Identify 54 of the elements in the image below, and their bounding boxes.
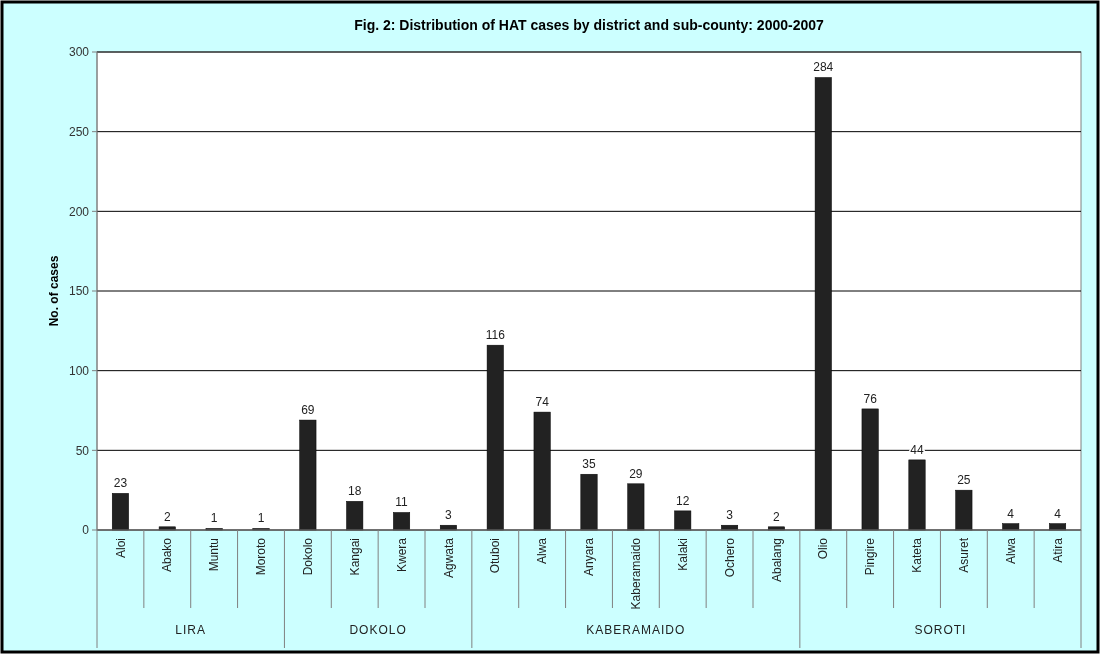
x-tick-label: Asuret bbox=[957, 537, 972, 573]
x-tick-label: Aloi bbox=[113, 538, 128, 559]
x-tick-label: Abako bbox=[160, 537, 175, 573]
x-tick-label: Kalaki bbox=[675, 538, 690, 571]
y-tick-label: 50 bbox=[75, 443, 90, 458]
x-tick-label: Abalang bbox=[769, 538, 784, 583]
data-label: 116 bbox=[485, 328, 506, 343]
data-label: 2 bbox=[773, 509, 781, 524]
y-tick-label: 200 bbox=[68, 204, 90, 219]
y-tick-label: 250 bbox=[68, 124, 90, 139]
data-label: 284 bbox=[813, 60, 834, 75]
y-axis-title: No. of cases bbox=[47, 255, 61, 327]
data-label: 12 bbox=[676, 493, 690, 508]
x-tick-label: Kangai bbox=[347, 538, 362, 576]
data-label: 11 bbox=[395, 495, 409, 510]
y-tick-label: 0 bbox=[82, 523, 90, 538]
data-label: 4 bbox=[1007, 506, 1015, 521]
x-tick-label: Olio bbox=[816, 537, 831, 560]
x-tick-label: Otuboi bbox=[488, 538, 503, 574]
data-label: 4 bbox=[1054, 506, 1062, 521]
data-label: 18 bbox=[348, 484, 362, 499]
text: KABERAMAIDO bbox=[586, 623, 686, 638]
text: LIRA bbox=[175, 623, 207, 638]
data-label: 74 bbox=[535, 395, 550, 410]
data-label: 2 bbox=[163, 509, 171, 524]
x-tick-label: Pingire bbox=[863, 537, 878, 576]
y-tick-label: 100 bbox=[68, 363, 90, 378]
x-tick-label: Ochero bbox=[722, 537, 737, 578]
text: DOKOLO bbox=[349, 623, 407, 638]
data-label: 69 bbox=[301, 403, 315, 418]
x-tick-label: Atira bbox=[1050, 537, 1065, 563]
x-tick-label: Kaberamaido bbox=[629, 537, 644, 610]
x-tick-label: Alwa bbox=[1003, 537, 1018, 565]
x-tick-label: Kateta bbox=[910, 537, 925, 573]
data-label: 3 bbox=[445, 508, 453, 523]
data-label: 23 bbox=[113, 476, 128, 491]
text: SOROTI bbox=[914, 623, 967, 638]
x-tick-label: Kwera bbox=[394, 537, 409, 573]
data-label: 1 bbox=[257, 511, 265, 526]
data-label: 29 bbox=[629, 466, 643, 481]
chart-title: Fig. 2: Distribution of HAT cases by district and sub-county: 2000-2007 bbox=[354, 17, 825, 33]
y-tick-label: 300 bbox=[68, 45, 90, 60]
y-tick-label: 150 bbox=[68, 284, 90, 299]
x-tick-label: Moroto bbox=[254, 537, 269, 576]
x-tick-label: Alwa bbox=[535, 537, 550, 565]
data-label: 3 bbox=[726, 508, 734, 523]
x-tick-label: Anyara bbox=[582, 537, 597, 577]
data-label: 76 bbox=[863, 391, 878, 406]
x-tick-label: Dokolo bbox=[301, 537, 316, 576]
x-tick-label: Muntu bbox=[207, 538, 222, 572]
data-label: 35 bbox=[582, 457, 596, 472]
x-tick-label: Agwata bbox=[441, 537, 456, 579]
data-label: 25 bbox=[957, 473, 971, 488]
data-label: 1 bbox=[210, 511, 218, 526]
